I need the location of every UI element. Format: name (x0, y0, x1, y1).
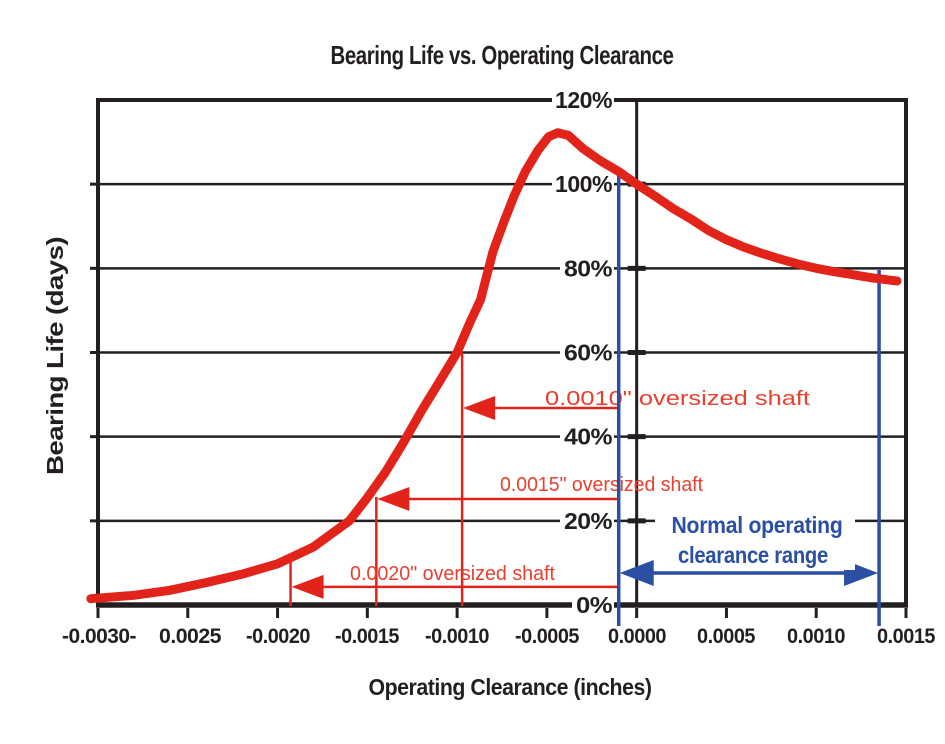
xtick-n0015: -0.0015 (335, 625, 400, 648)
plot-frame-and-axes (90, 98, 908, 618)
xtick-0000: 0.0000 (608, 625, 666, 648)
ytick-bg (560, 340, 614, 365)
ytick-bg (560, 256, 614, 281)
xtick-0010: 0.0010 (787, 625, 845, 648)
ytick-bg (560, 424, 614, 449)
xtick-n0025: 0.0025 (159, 625, 222, 648)
ytick-60: 60% (564, 340, 612, 366)
normal-range-label-line2: clearance range (678, 542, 828, 568)
xtick-0005: 0.0005 (697, 625, 756, 648)
ytick-bg (552, 88, 614, 112)
ytick-0: 0% (576, 592, 612, 618)
ytick-bg (572, 593, 614, 617)
bearing-life-curve-layer (86, 128, 902, 604)
xtick-n0010: -0.0010 (425, 625, 489, 648)
range-arrowhead-left (619, 560, 654, 587)
ytick-40: 40% (564, 424, 612, 450)
chart-title: Bearing Life vs. Operating Clearance (331, 40, 674, 70)
oversized-arrowhead-0 (463, 396, 496, 421)
normal-range-label-line1: Normal operating (672, 512, 843, 538)
ytick-80: 80% (564, 255, 612, 281)
oversized-shaft-markers (289, 352, 619, 606)
oversized-0020-label: 0.0020" oversized shaft (350, 563, 555, 585)
ytick-bg (560, 508, 614, 533)
xtick-0015: 0.0015 (877, 625, 936, 648)
bearing-life-curve (86, 128, 902, 604)
ytick-20: 20% (564, 508, 612, 534)
ytick-120: 120% (555, 87, 612, 113)
oversized-0010-label: 0.0010" oversized shaft (545, 388, 811, 410)
oversized-0015-label: 0.0015" oversized shaft (500, 474, 703, 496)
oversized-arrowhead-2 (291, 574, 324, 599)
xtick-n0005: -0.0005 (515, 625, 580, 648)
oversized-arrowhead-1 (377, 486, 410, 511)
y-axis-title: Bearing Life (days) (42, 237, 68, 475)
xtick-n0030: -0.0030- (62, 625, 137, 648)
normal-range-markers (616, 171, 881, 626)
normal-range-label-bg (655, 508, 855, 570)
ytick-100: 100% (555, 171, 612, 197)
ytick-bg (552, 172, 614, 197)
xtick-n0020: -0.0020 (246, 625, 310, 648)
x-axis-title: Operating Clearance (inches) (369, 674, 652, 700)
